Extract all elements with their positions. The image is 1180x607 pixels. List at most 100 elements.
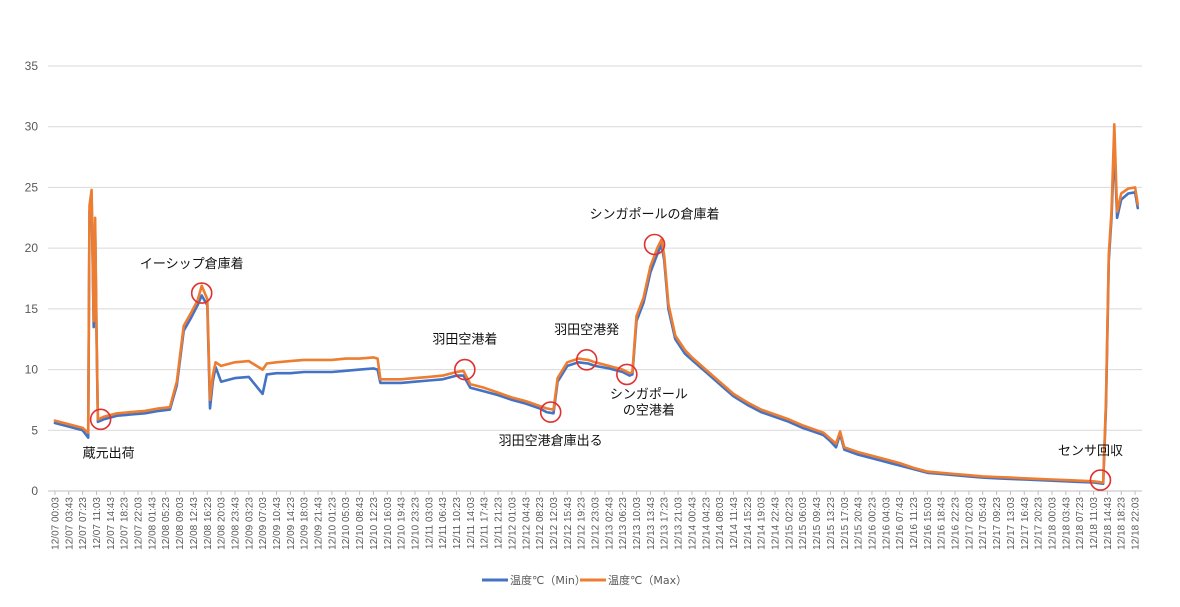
x-tick-label: 12/08 09:03 — [175, 497, 186, 550]
legend: 温度℃（Min） 温度℃（Max） — [482, 573, 687, 587]
annotation-label: 羽田空港着 — [432, 332, 497, 348]
x-tick-label: 12/13 17:23 — [660, 497, 671, 550]
x-tick-label: 12/07 22:03 — [134, 497, 145, 550]
x-tick-label: 12/10 05:03 — [341, 497, 352, 550]
x-tick-label: 12/07 14:43 — [106, 497, 117, 550]
annotation-label: シンガポール — [610, 387, 688, 402]
annotation-label: 蔵元出荷 — [83, 446, 135, 461]
legend-label: 温度℃（Min） — [510, 573, 586, 587]
annotation-marker — [89, 408, 112, 431]
x-tick-label: 12/17 09:23 — [992, 497, 1003, 550]
x-tick-label: 12/17 05:43 — [978, 497, 989, 550]
x-tick-label: 12/07 18:23 — [120, 497, 131, 550]
x-tick-label: 12/12 15:43 — [563, 497, 574, 550]
x-tick-label: 12/09 21:43 — [314, 497, 325, 550]
x-tick-label: 12/10 16:03 — [383, 497, 394, 550]
x-tick-label: 12/10 01:23 — [327, 497, 338, 550]
x-tick-label: 12/16 07:43 — [895, 497, 906, 550]
y-tick-label: 20 — [25, 241, 39, 255]
gridlines — [48, 65, 1142, 492]
x-tick-label: 12/09 18:03 — [300, 497, 311, 550]
x-tick-label: 12/17 13:03 — [1006, 497, 1017, 550]
y-tick-label: 15 — [25, 302, 39, 316]
x-tick-label: 12/09 10:43 — [272, 497, 283, 550]
x-tick-label: 12/14 11:43 — [729, 497, 740, 550]
x-tick-label: 12/14 04:23 — [701, 497, 712, 550]
x-tick-label: 12/12 12:03 — [549, 497, 560, 550]
series-line-max — [53, 123, 1140, 484]
annotation-marker — [539, 401, 562, 423]
x-tick-label: 12/08 12:43 — [189, 497, 200, 550]
annotation-label: 羽田空港倉庫出る — [499, 434, 603, 449]
x-tick-label: 12/13 06:23 — [618, 497, 629, 550]
x-tick-label: 12/11 10:23 — [452, 497, 463, 550]
x-tick-label: 12/08 20:03 — [217, 497, 228, 550]
y-tick-label: 35 — [25, 59, 39, 73]
x-tick-label: 12/11 06:43 — [438, 497, 449, 550]
x-tick-label: 12/15 02:23 — [784, 497, 795, 550]
annotation-marker — [616, 363, 638, 386]
x-tick-label: 12/18 22:03 — [1131, 497, 1142, 550]
x-tick-label: 12/15 13:23 — [826, 497, 837, 550]
x-tick-label: 12/16 18:43 — [937, 497, 948, 550]
annotation-marker — [190, 282, 213, 304]
y-axis-ticks: 0 5 10 15 20 25 30 35 — [25, 59, 39, 498]
y-tick-label: 10 — [25, 363, 39, 377]
x-tick-label: 12/09 07:03 — [258, 497, 269, 550]
x-tick-label: 12/11 14:03 — [466, 497, 477, 550]
x-tick-label: 12/11 17:43 — [480, 497, 491, 550]
x-tick-label: 12/07 07:23 — [78, 497, 89, 550]
x-tick-label: 12/14 00:43 — [687, 497, 698, 550]
x-tick-label: 12/14 19:03 — [757, 497, 768, 550]
annotation-marker — [643, 233, 666, 256]
x-tick-label: 12/13 02:43 — [604, 497, 615, 550]
y-tick-label: 25 — [25, 180, 39, 194]
annotation-label: シンガポールの倉庫着 — [590, 207, 720, 223]
x-tick-label: 12/13 13:43 — [646, 497, 657, 550]
x-tick-label: 12/10 08:43 — [355, 497, 366, 550]
x-tick-label: 12/12 01:03 — [507, 497, 518, 550]
x-tick-label: 12/14 08:03 — [715, 497, 726, 550]
x-tick-label: 12/15 20:43 — [854, 497, 865, 550]
x-tick-label: 12/15 09:43 — [812, 497, 823, 550]
x-tick-label: 12/07 11:03 — [92, 497, 103, 550]
x-tick-label: 12/15 17:03 — [840, 497, 851, 550]
x-tick-label: 12/10 19:43 — [397, 497, 408, 550]
x-tick-label: 12/18 03:43 — [1061, 497, 1072, 550]
x-tick-label: 12/12 19:23 — [577, 497, 588, 550]
y-tick-label: 5 — [31, 423, 38, 437]
series-line-min — [53, 143, 1140, 485]
x-tick-label: 12/18 11:03 — [1089, 497, 1100, 550]
annotation-marker — [1089, 469, 1112, 491]
annotation-marker — [454, 358, 476, 381]
x-tick-label: 12/10 12:23 — [369, 497, 380, 550]
x-tick-label: 12/12 08:23 — [535, 497, 546, 550]
x-tick-label: 12/12 23:03 — [591, 497, 602, 550]
x-tick-label: 12/08 23:43 — [230, 497, 241, 550]
x-tick-label: 12/07 03:43 — [64, 497, 75, 550]
x-tick-label: 12/16 11:23 — [909, 497, 920, 550]
x-tick-label: 12/12 04:43 — [521, 497, 532, 550]
x-tick-label: 12/13 10:03 — [632, 497, 643, 550]
x-tick-label: 12/10 23:23 — [410, 497, 421, 550]
series-lines — [53, 123, 1140, 485]
x-tick-label: 12/14 15:23 — [743, 497, 754, 550]
annotation-label: センサ回収 — [1058, 444, 1123, 459]
y-tick-label: 30 — [25, 120, 39, 134]
x-tick-label: 12/17 16:43 — [1020, 497, 1031, 550]
legend-label: 温度℃（Max） — [608, 573, 687, 587]
x-tick-label: 12/17 02:03 — [964, 497, 975, 550]
x-tick-label: 12/11 21:23 — [494, 497, 505, 550]
annotation-label: 羽田空港発 — [554, 323, 619, 338]
x-tick-label: 12/08 16:23 — [203, 497, 214, 550]
x-tick-label: 12/18 00:03 — [1047, 497, 1058, 550]
x-tick-label: 12/16 22:23 — [951, 497, 962, 550]
x-tick-label: 12/11 03:03 — [424, 497, 435, 550]
x-tick-label: 12/14 22:43 — [771, 497, 782, 550]
x-tick-label: 12/18 18:23 — [1117, 497, 1128, 550]
x-tick-label: 12/09 03:23 — [244, 497, 255, 550]
annotation-label: の空港着 — [623, 402, 675, 418]
